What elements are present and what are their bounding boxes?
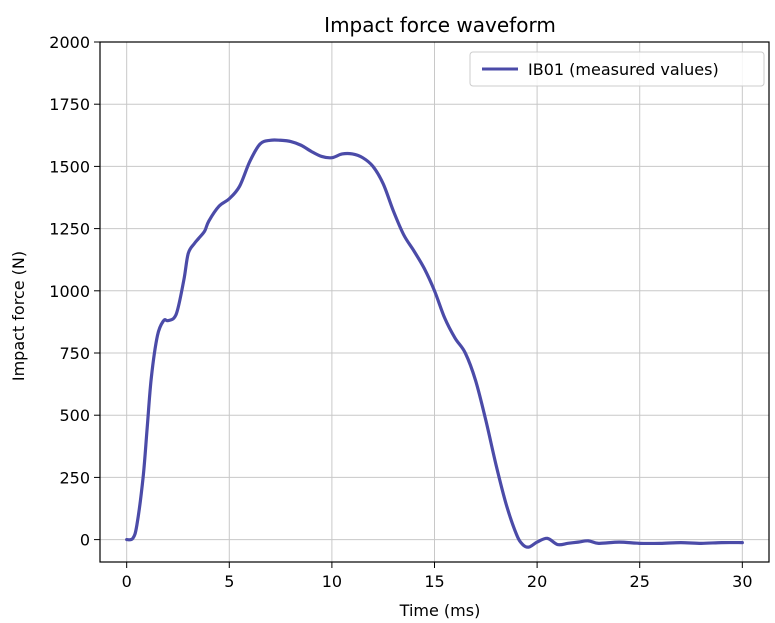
y-tick-label: 250 [59, 468, 90, 487]
x-tick-label: 10 [322, 572, 342, 591]
x-tick-label: 0 [122, 572, 132, 591]
x-tick-label: 15 [424, 572, 444, 591]
line-layer [125, 138, 744, 549]
x-axis-title: Time (ms) [399, 601, 481, 620]
chart-title: Impact force waveform [324, 13, 556, 37]
y-tick-label: 1750 [49, 95, 90, 114]
grid [100, 41, 769, 562]
y-axis: 0 250 500 750 1000 1250 1500 1750 2000 [49, 33, 100, 550]
legend-box [469, 51, 765, 87]
y-tick-label: 750 [59, 344, 90, 363]
legend-label: IB01 (measured values) [528, 60, 719, 79]
y-tick-label: 0 [80, 531, 90, 550]
y-axis-title: Impact force (N) [9, 251, 28, 381]
y-tick-label: 1500 [49, 157, 90, 176]
y-tick-label: 1250 [49, 220, 90, 239]
y-tick-label: 2000 [49, 33, 90, 52]
x-axis: 0 5 10 15 20 25 30 [122, 562, 753, 591]
x-tick-label: 20 [527, 572, 547, 591]
x-tick-label: 5 [224, 572, 234, 591]
series-line [125, 138, 744, 549]
legend: IB01 (measured values) [469, 51, 765, 87]
y-tick-label: 1000 [49, 282, 90, 301]
y-tick-label: 500 [59, 406, 90, 425]
x-tick-label: 30 [732, 572, 752, 591]
x-tick-label: 25 [630, 572, 650, 591]
